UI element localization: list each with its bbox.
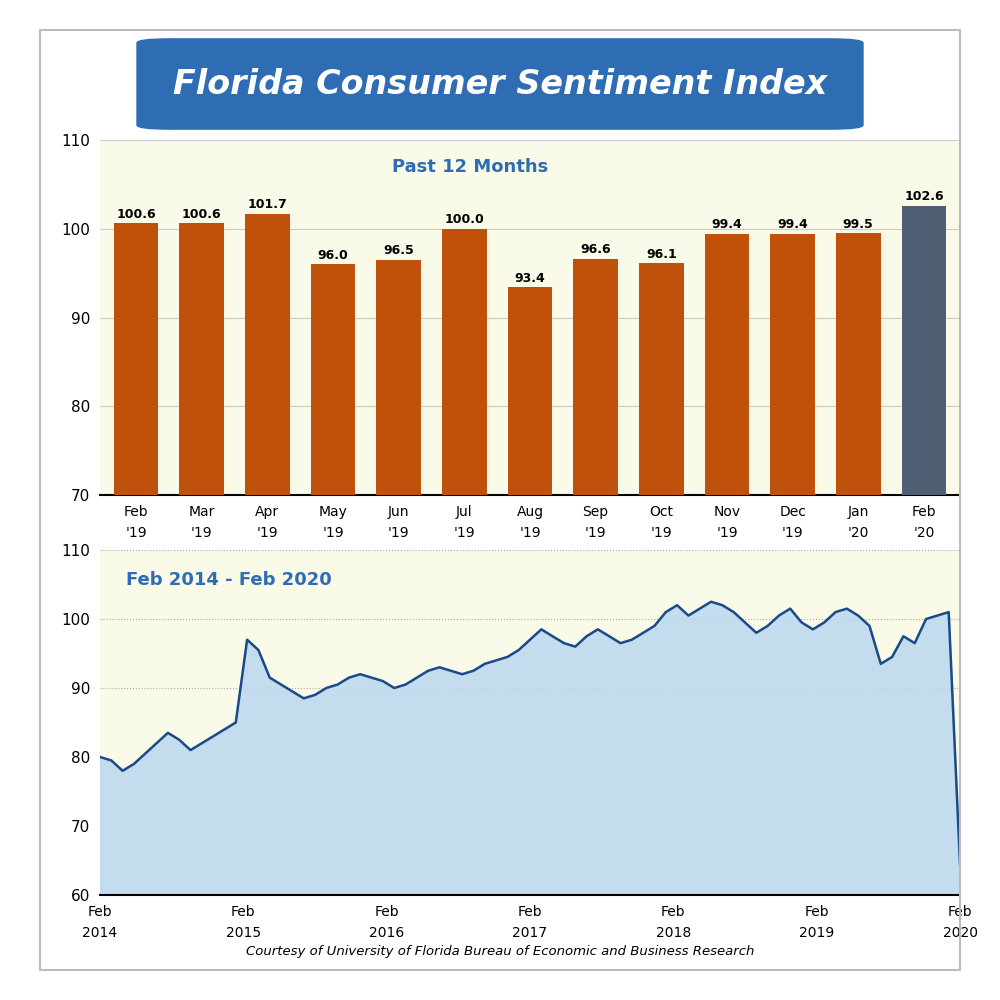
Text: '19: '19 (388, 526, 410, 540)
Text: 2014: 2014 (82, 926, 118, 940)
Text: 2020: 2020 (942, 926, 978, 940)
Text: 93.4: 93.4 (515, 272, 545, 285)
Text: '19: '19 (191, 526, 213, 540)
Bar (245, 214, 290, 1000)
Text: Feb 2014 - Feb 2020: Feb 2014 - Feb 2020 (126, 571, 332, 589)
Text: 96.5: 96.5 (383, 244, 414, 257)
Text: '20: '20 (913, 526, 935, 540)
Text: 99.4: 99.4 (777, 218, 808, 231)
Bar (376, 260, 421, 1000)
Text: 102.6: 102.6 (904, 190, 944, 203)
Bar (508, 287, 552, 1000)
Text: '19: '19 (125, 526, 147, 540)
Bar (902, 206, 946, 1000)
Text: 100.6: 100.6 (182, 208, 222, 221)
Bar (114, 223, 158, 1000)
Text: '19: '19 (519, 526, 541, 540)
Text: 2018: 2018 (656, 926, 691, 940)
Bar (442, 229, 487, 1000)
Text: '19: '19 (650, 526, 672, 540)
Text: 96.1: 96.1 (646, 248, 677, 261)
Text: 2019: 2019 (799, 926, 834, 940)
Text: 96.0: 96.0 (318, 249, 348, 262)
Text: 100.6: 100.6 (116, 208, 156, 221)
Text: 96.6: 96.6 (580, 243, 611, 256)
Text: 99.4: 99.4 (712, 218, 742, 231)
Bar (770, 234, 815, 1000)
Text: '19: '19 (585, 526, 606, 540)
Text: '19: '19 (322, 526, 344, 540)
Bar (836, 233, 881, 1000)
Text: Courtesy of University of Florida Bureau of Economic and Business Research: Courtesy of University of Florida Bureau… (246, 946, 754, 958)
Bar (705, 234, 749, 1000)
Text: 100.0: 100.0 (444, 213, 484, 226)
Text: 2015: 2015 (226, 926, 261, 940)
Text: 101.7: 101.7 (248, 198, 287, 211)
Text: '20: '20 (848, 526, 869, 540)
Text: '19: '19 (716, 526, 738, 540)
Bar (639, 263, 684, 1000)
Bar (311, 264, 355, 1000)
FancyBboxPatch shape (137, 39, 863, 129)
Text: 2017: 2017 (512, 926, 548, 940)
Text: 99.5: 99.5 (843, 218, 874, 231)
Text: '19: '19 (454, 526, 475, 540)
Text: Florida Consumer Sentiment Index: Florida Consumer Sentiment Index (173, 68, 827, 101)
Text: 2016: 2016 (369, 926, 404, 940)
Bar (573, 259, 618, 1000)
Bar (179, 223, 224, 1000)
Text: '19: '19 (782, 526, 803, 540)
Text: Past 12 Months: Past 12 Months (392, 158, 548, 176)
Text: '19: '19 (257, 526, 278, 540)
